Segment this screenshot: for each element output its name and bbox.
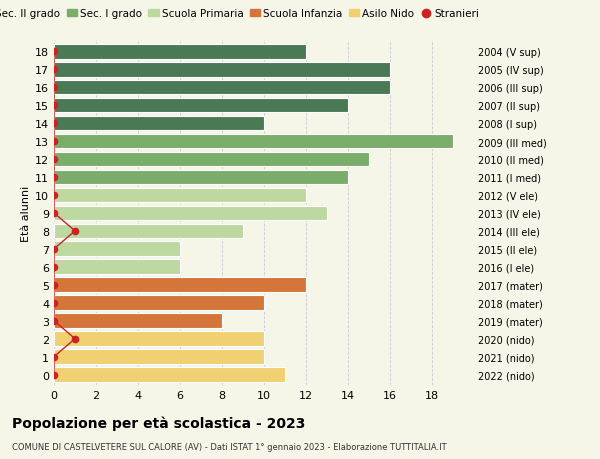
Bar: [54, 313, 222, 328]
Bar: [54, 99, 348, 113]
Bar: [54, 349, 264, 364]
Legend: Sec. II grado, Sec. I grado, Scuola Primaria, Scuola Infanzia, Asilo Nido, Stran: Sec. II grado, Sec. I grado, Scuola Prim…: [0, 5, 483, 23]
Bar: [54, 188, 306, 203]
Bar: [54, 134, 453, 149]
Bar: [54, 152, 369, 167]
Bar: [54, 296, 264, 310]
Y-axis label: Età alunni: Età alunni: [21, 185, 31, 241]
Bar: [54, 170, 348, 185]
Bar: [54, 260, 180, 274]
Bar: [54, 224, 243, 239]
Bar: [54, 81, 390, 95]
Text: Popolazione per età scolastica - 2023: Popolazione per età scolastica - 2023: [12, 415, 305, 430]
Bar: [54, 206, 327, 221]
Bar: [54, 331, 264, 346]
Text: COMUNE DI CASTELVETERE SUL CALORE (AV) - Dati ISTAT 1° gennaio 2023 - Elaborazio: COMUNE DI CASTELVETERE SUL CALORE (AV) -…: [12, 442, 446, 451]
Bar: [54, 368, 285, 382]
Bar: [54, 45, 306, 59]
Bar: [54, 242, 180, 257]
Bar: [54, 62, 390, 78]
Bar: [54, 278, 306, 292]
Bar: [54, 117, 264, 131]
